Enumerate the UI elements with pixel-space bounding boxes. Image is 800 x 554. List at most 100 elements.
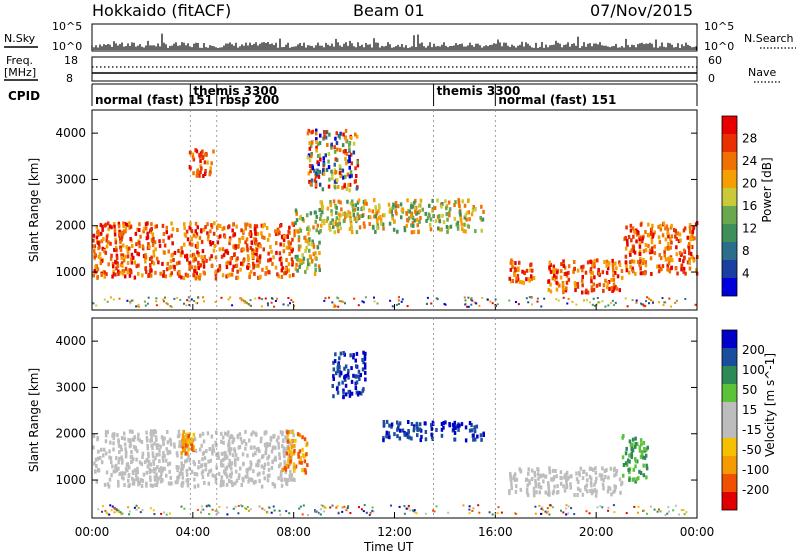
colorbar-swatch xyxy=(722,224,737,242)
power-cell xyxy=(607,304,610,307)
power-cell xyxy=(149,228,152,232)
velocity-cell xyxy=(290,439,293,444)
velocity-cell xyxy=(168,450,172,455)
power-cell xyxy=(315,140,318,144)
velocity-cell xyxy=(136,470,139,475)
power-cell xyxy=(494,298,497,301)
velocity-cell xyxy=(153,477,157,482)
power-cell xyxy=(106,300,109,303)
power-cell xyxy=(327,159,330,164)
power-cell xyxy=(639,222,643,227)
power-cell xyxy=(348,227,352,231)
velocity-cell xyxy=(195,472,199,477)
power-cell xyxy=(307,242,310,246)
power-cell xyxy=(441,202,444,206)
power-cell xyxy=(246,266,250,270)
velocity-cell xyxy=(452,427,455,432)
power-cell xyxy=(567,270,570,275)
power-cell xyxy=(549,263,552,267)
velocity-cell xyxy=(261,507,264,510)
power-cell xyxy=(675,245,678,250)
power-cell xyxy=(574,288,577,293)
power-cell xyxy=(364,199,367,204)
velocity-cell xyxy=(355,380,359,385)
power-cell xyxy=(282,243,285,248)
power-cell xyxy=(391,216,394,221)
velocity-cell xyxy=(255,463,258,468)
power-cell xyxy=(310,178,314,183)
velocity-cell xyxy=(268,443,271,447)
power-cell xyxy=(338,164,342,169)
velocity-cell xyxy=(104,509,107,512)
power-cell xyxy=(208,256,212,261)
power-cell xyxy=(373,214,376,219)
velocity-cell xyxy=(132,444,136,449)
power-cell xyxy=(516,273,520,278)
power-cell xyxy=(380,217,383,222)
power-cell xyxy=(466,305,469,308)
power-cell xyxy=(362,221,366,226)
velocity-cell xyxy=(115,456,118,461)
power-cell xyxy=(517,268,520,273)
velocity-cell xyxy=(155,475,158,480)
velocity-cell xyxy=(132,478,136,483)
power-cell xyxy=(246,247,249,252)
power-cell xyxy=(313,272,317,276)
power-cell xyxy=(126,270,129,275)
velocity-cell xyxy=(639,454,643,459)
velocity-cell xyxy=(215,443,218,448)
power-cell xyxy=(330,145,333,150)
power-cell xyxy=(188,296,191,299)
velocity-cell xyxy=(610,492,613,497)
power-cell xyxy=(198,171,201,176)
power-cell xyxy=(301,253,304,258)
power-cell xyxy=(103,249,106,253)
power-cell xyxy=(248,264,251,269)
velocity-cell xyxy=(143,460,147,465)
power-cell xyxy=(688,260,691,265)
velocity-cell xyxy=(151,446,154,451)
velocity-cell xyxy=(146,458,149,463)
velocity-cell xyxy=(117,509,120,512)
power-cell xyxy=(445,212,448,217)
power-cell xyxy=(101,246,104,251)
power-cell xyxy=(197,260,200,265)
velocity-cell xyxy=(363,356,367,361)
power-cell xyxy=(331,176,334,181)
velocity-cell xyxy=(478,511,481,514)
power-cell xyxy=(155,256,159,261)
freq-tick-top: 18 xyxy=(64,54,78,67)
velocity-cell xyxy=(153,469,156,474)
power-cell xyxy=(475,302,478,305)
velocity-cell xyxy=(266,478,270,483)
velocity-cell xyxy=(148,461,151,466)
velocity-cell xyxy=(416,428,419,432)
velocity-cell xyxy=(413,510,415,513)
power-cell xyxy=(315,148,318,153)
velocity-cell xyxy=(468,505,471,508)
velocity-cell xyxy=(247,479,250,484)
velocity-cell xyxy=(537,482,541,487)
power-cell xyxy=(682,259,685,264)
power-cell xyxy=(115,253,119,258)
velocity-cell xyxy=(588,512,591,515)
velocity-cell xyxy=(323,510,326,513)
power-cell xyxy=(377,209,380,214)
velocity-cell xyxy=(567,512,570,515)
power-cell xyxy=(196,225,199,230)
power-cell xyxy=(444,303,447,306)
velocity-cell xyxy=(335,371,338,376)
velocity-cell xyxy=(636,442,639,447)
velocity-cell xyxy=(131,429,134,434)
power-cell xyxy=(142,229,145,234)
velocity-cell xyxy=(453,437,457,442)
power-cell xyxy=(536,300,539,303)
velocity-cell xyxy=(180,455,183,460)
power-cell xyxy=(218,247,222,252)
power-cell xyxy=(218,264,222,269)
power-cell xyxy=(345,139,349,144)
velocity-cell xyxy=(406,435,410,439)
power-cell xyxy=(294,208,298,213)
power-ylabel: Slant Range [km] xyxy=(27,158,41,262)
velocity-cell xyxy=(398,505,401,508)
